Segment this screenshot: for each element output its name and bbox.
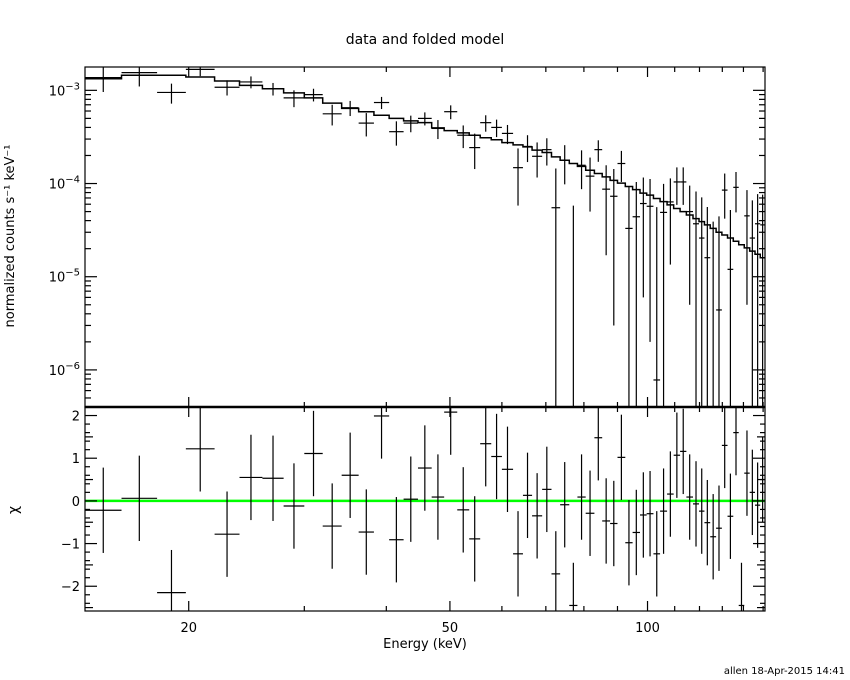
tick-exponent: −5: [65, 268, 80, 279]
tick-exponent: −6: [65, 361, 80, 372]
y-tick-label: 10−3: [49, 81, 80, 99]
y-axis-label-spectrum: normalized counts s⁻¹ keV⁻¹: [3, 145, 18, 328]
y-tick-label: 10−5: [49, 268, 80, 286]
y-tick-label: −1: [61, 538, 80, 553]
x-axis-label: Energy (keV): [383, 637, 467, 652]
y-tick-label: 2: [72, 410, 80, 425]
footer-timestamp: allen 18-Apr-2015 14:41: [724, 666, 845, 677]
tick-exponent: −4: [65, 175, 80, 186]
y-tick-label: −2: [61, 580, 80, 595]
x-tick-label: 100: [635, 621, 660, 636]
y-tick-label: 1: [72, 452, 80, 467]
tick-base: 10: [49, 271, 66, 286]
folded-model-line: [85, 74, 765, 259]
tick-base: 10: [49, 178, 66, 193]
tick-exponent: −3: [65, 81, 80, 92]
y-axis-label-residuals: χ: [6, 506, 22, 514]
y-tick-label: 0: [72, 495, 80, 510]
tick-base: 10: [49, 364, 66, 379]
x-tick-label: 50: [442, 621, 459, 636]
chart-title: data and folded model: [346, 32, 505, 48]
y-tick-label: 10−4: [49, 175, 80, 193]
x-tick-label: 20: [180, 621, 197, 636]
tick-base: 10: [49, 84, 66, 99]
y-tick-label: 10−6: [49, 361, 80, 379]
